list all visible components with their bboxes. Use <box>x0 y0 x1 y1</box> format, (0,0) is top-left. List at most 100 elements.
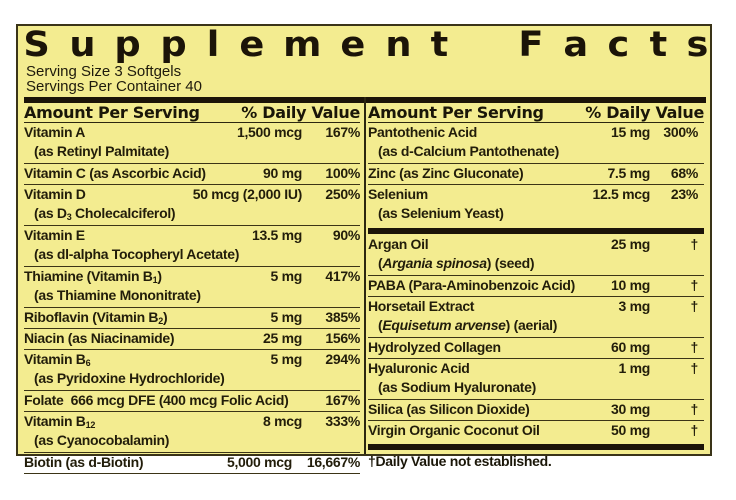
nutrient-dv: 16,667% <box>306 454 360 470</box>
panel-title: S u p p l e m e n t F a c t s <box>23 25 708 65</box>
subscript: 1 <box>152 275 158 285</box>
nutrient-amount: 15 mg <box>611 124 650 140</box>
nutrient-dv: 417% <box>325 268 360 284</box>
title-letter: m <box>283 25 322 65</box>
nutrient-amount: 30 mg <box>611 401 650 417</box>
nutrient-source: (as Pyridoxine Hydrochloride) <box>34 370 225 386</box>
nutrient-name: Vitamin B12 <box>24 412 263 431</box>
nutrient-dv: 385% <box>325 309 360 325</box>
nutrient-amount: 25 mg <box>263 330 302 346</box>
nutrient-amount: 3 mg <box>618 298 651 314</box>
subscript: 2 <box>158 316 163 326</box>
ingredient-row-silica: Silica (as Silicon Dioxide) 30 mg † <box>368 400 704 421</box>
name-text: Riboflavin (Vitamin B <box>24 309 159 325</box>
nutrient-dv: 167% <box>325 392 360 408</box>
nutrient-name: PABA (Para-Aminobenzoic Acid) <box>368 277 576 293</box>
nutrient-source: (as d-Calcium Pantothenate) <box>378 143 559 159</box>
amount-per-serving-heading: Amount Per Serving <box>24 103 200 122</box>
nutrient-amount: 50 mg <box>611 422 650 438</box>
nutrient-amount: 5 mg <box>270 309 303 325</box>
nutrient-amount: 5 mg <box>270 268 303 284</box>
dagger-mark: † <box>690 277 699 293</box>
name-text: ) <box>157 268 162 284</box>
nutrient-dv: 333% <box>325 413 360 429</box>
nutrient-name: Horsetail Extract <box>368 298 475 314</box>
nutrient-name: Folate 666 mcg DFE (400 mcg Folic Acid) <box>24 392 289 408</box>
daily-value-heading: % Daily Value <box>585 103 704 122</box>
nutrient-row-zinc: Zinc (as Zinc Gluconate) 7.5 mg 68% <box>368 164 704 185</box>
nutrient-name: Thiamine (Vitamin B1) <box>24 267 271 286</box>
source-text: ) (aerial) <box>505 317 558 333</box>
ingredient-row-hyaluronic-acid: Hyaluronic Acid 1 mg † (as Sodium Hyaluron… <box>368 359 704 400</box>
name-text: Vitamin B <box>24 413 86 429</box>
nutrient-row-vitamin-b6: Vitamin B6 5 mg 294% (as Pyridoxine Hydroc… <box>24 350 360 391</box>
nutrient-name: Vitamin C (as Ascorbic Acid) <box>24 165 206 181</box>
column-header: Amount Per Serving % Daily Value <box>24 103 360 123</box>
nutrient-source: (as D3 Cholecalciferol) <box>24 204 360 224</box>
nutrient-dv: 294% <box>325 351 360 367</box>
nutrient-row-folate: Folate 666 mcg DFE (400 mcg Folic Acid) 1… <box>24 391 360 412</box>
title-letter: l <box>206 25 220 65</box>
nutrient-amount: 50 mcg (2,000 IU) <box>192 186 303 202</box>
nutrient-name: Riboflavin (Vitamin B2) <box>24 308 271 327</box>
title-letter: p <box>160 25 187 65</box>
nutrient-source: (as Cyanocobalamin) <box>34 432 170 448</box>
serving-info: Serving Size 3 Softgels Servings Per Con… <box>26 64 202 94</box>
nutrient-row-vitamin-b12: Vitamin B12 8 mcg 333% (as Cyanocobalamin) <box>24 412 360 453</box>
nutrient-row-thiamine: Thiamine (Vitamin B1) 5 mg 417% (as Thiami… <box>24 267 360 308</box>
column-header: Amount Per Serving % Daily Value <box>368 103 704 123</box>
name-text: Vitamin B <box>24 351 86 367</box>
nutrient-name: Virgin Organic Coconut Oil <box>368 422 540 438</box>
dagger-mark: † <box>690 236 699 252</box>
title-letter: S <box>23 25 50 65</box>
daily-value-footnote: †Daily Value not established. <box>368 453 552 469</box>
amount-per-serving-heading: Amount Per Serving <box>368 103 544 122</box>
nutrient-source: (as Thiamine Mononitrate) <box>34 287 201 303</box>
nutrient-name: Hyaluronic Acid <box>368 360 470 376</box>
left-column: Amount Per Serving % Daily Value Vitamin… <box>24 103 360 474</box>
title-letter: t <box>649 25 667 65</box>
nutrient-amount: 60 mg <box>611 339 650 355</box>
nutrient-name: Vitamin E <box>24 227 85 243</box>
nutrient-amount: 1 mg <box>618 360 651 376</box>
nutrient-row-pantothenic-acid: Pantothenic Acid 15 mg 300% (as d-Calcium … <box>368 123 704 164</box>
title-letter: u <box>69 25 96 65</box>
nutrient-row-selenium: Selenium 12.5 mcg 23% (as Selenium Yeast) <box>368 185 704 226</box>
ingredient-row-hydrolyzed-collagen: Hydrolyzed Collagen 60 mg † <box>368 338 704 359</box>
nutrient-name: Vitamin D <box>24 186 86 202</box>
title-letter: n <box>385 25 412 65</box>
name-text: Thiamine (Vitamin B <box>24 268 153 284</box>
nutrient-dv: 250% <box>325 186 360 202</box>
nutrient-dv: 90% <box>332 227 360 243</box>
nutrient-dv: 100% <box>325 165 360 181</box>
nutrient-name: Vitamin B6 <box>24 350 271 369</box>
ingredient-row-paba: PABA (Para-Aminobenzoic Acid) 10 mg † <box>368 276 704 297</box>
nutrient-amount: 8 mcg <box>263 413 302 429</box>
nutrient-name: Zinc (as Zinc Gluconate) <box>368 165 524 181</box>
serving-size: Serving Size 3 Softgels <box>26 63 182 80</box>
title-letter: t <box>430 25 449 65</box>
nutrient-name: Vitamin A <box>24 124 86 140</box>
nutrient-name: Silica (as Silicon Dioxide) <box>368 401 530 417</box>
botanical-name: Equisetum arvense <box>382 317 506 333</box>
nutrient-row-vitamin-a: Vitamin A 1,500 mcg 167% (as Retinyl Palmi… <box>24 123 360 164</box>
supplement-facts-panel: S u p p l e m e n t F a c t s Serving Si… <box>16 24 712 474</box>
nutrient-name: Hydrolyzed Collagen <box>368 339 501 355</box>
nutrient-source: (as Retinyl Palmitate) <box>34 143 169 159</box>
nutrient-amount: 25 mg <box>611 236 650 252</box>
nutrient-name: Pantothenic Acid <box>368 124 478 140</box>
dagger-mark: † <box>690 360 699 376</box>
nutrient-dv: 68% <box>670 165 698 181</box>
title-letter: p <box>114 25 142 65</box>
nutrient-source: (as Sodium Hyaluronate) <box>378 379 537 395</box>
dagger-mark: † <box>690 401 699 417</box>
nutrient-source: (Argania spinosa) (seed) <box>378 255 535 271</box>
nutrient-row-vitamin-d: Vitamin D 50 mcg (2,000 IU) 250% (as D3 Ch… <box>24 185 360 226</box>
subscript: 3 <box>66 212 72 222</box>
thick-rule <box>368 444 704 450</box>
thick-rule <box>368 228 704 234</box>
title-letter: a <box>563 25 589 65</box>
nutrient-name: Argan Oil <box>368 236 429 252</box>
dagger-mark: † <box>690 298 699 314</box>
nutrient-source: (Equisetum arvense) (aerial) <box>378 317 558 333</box>
